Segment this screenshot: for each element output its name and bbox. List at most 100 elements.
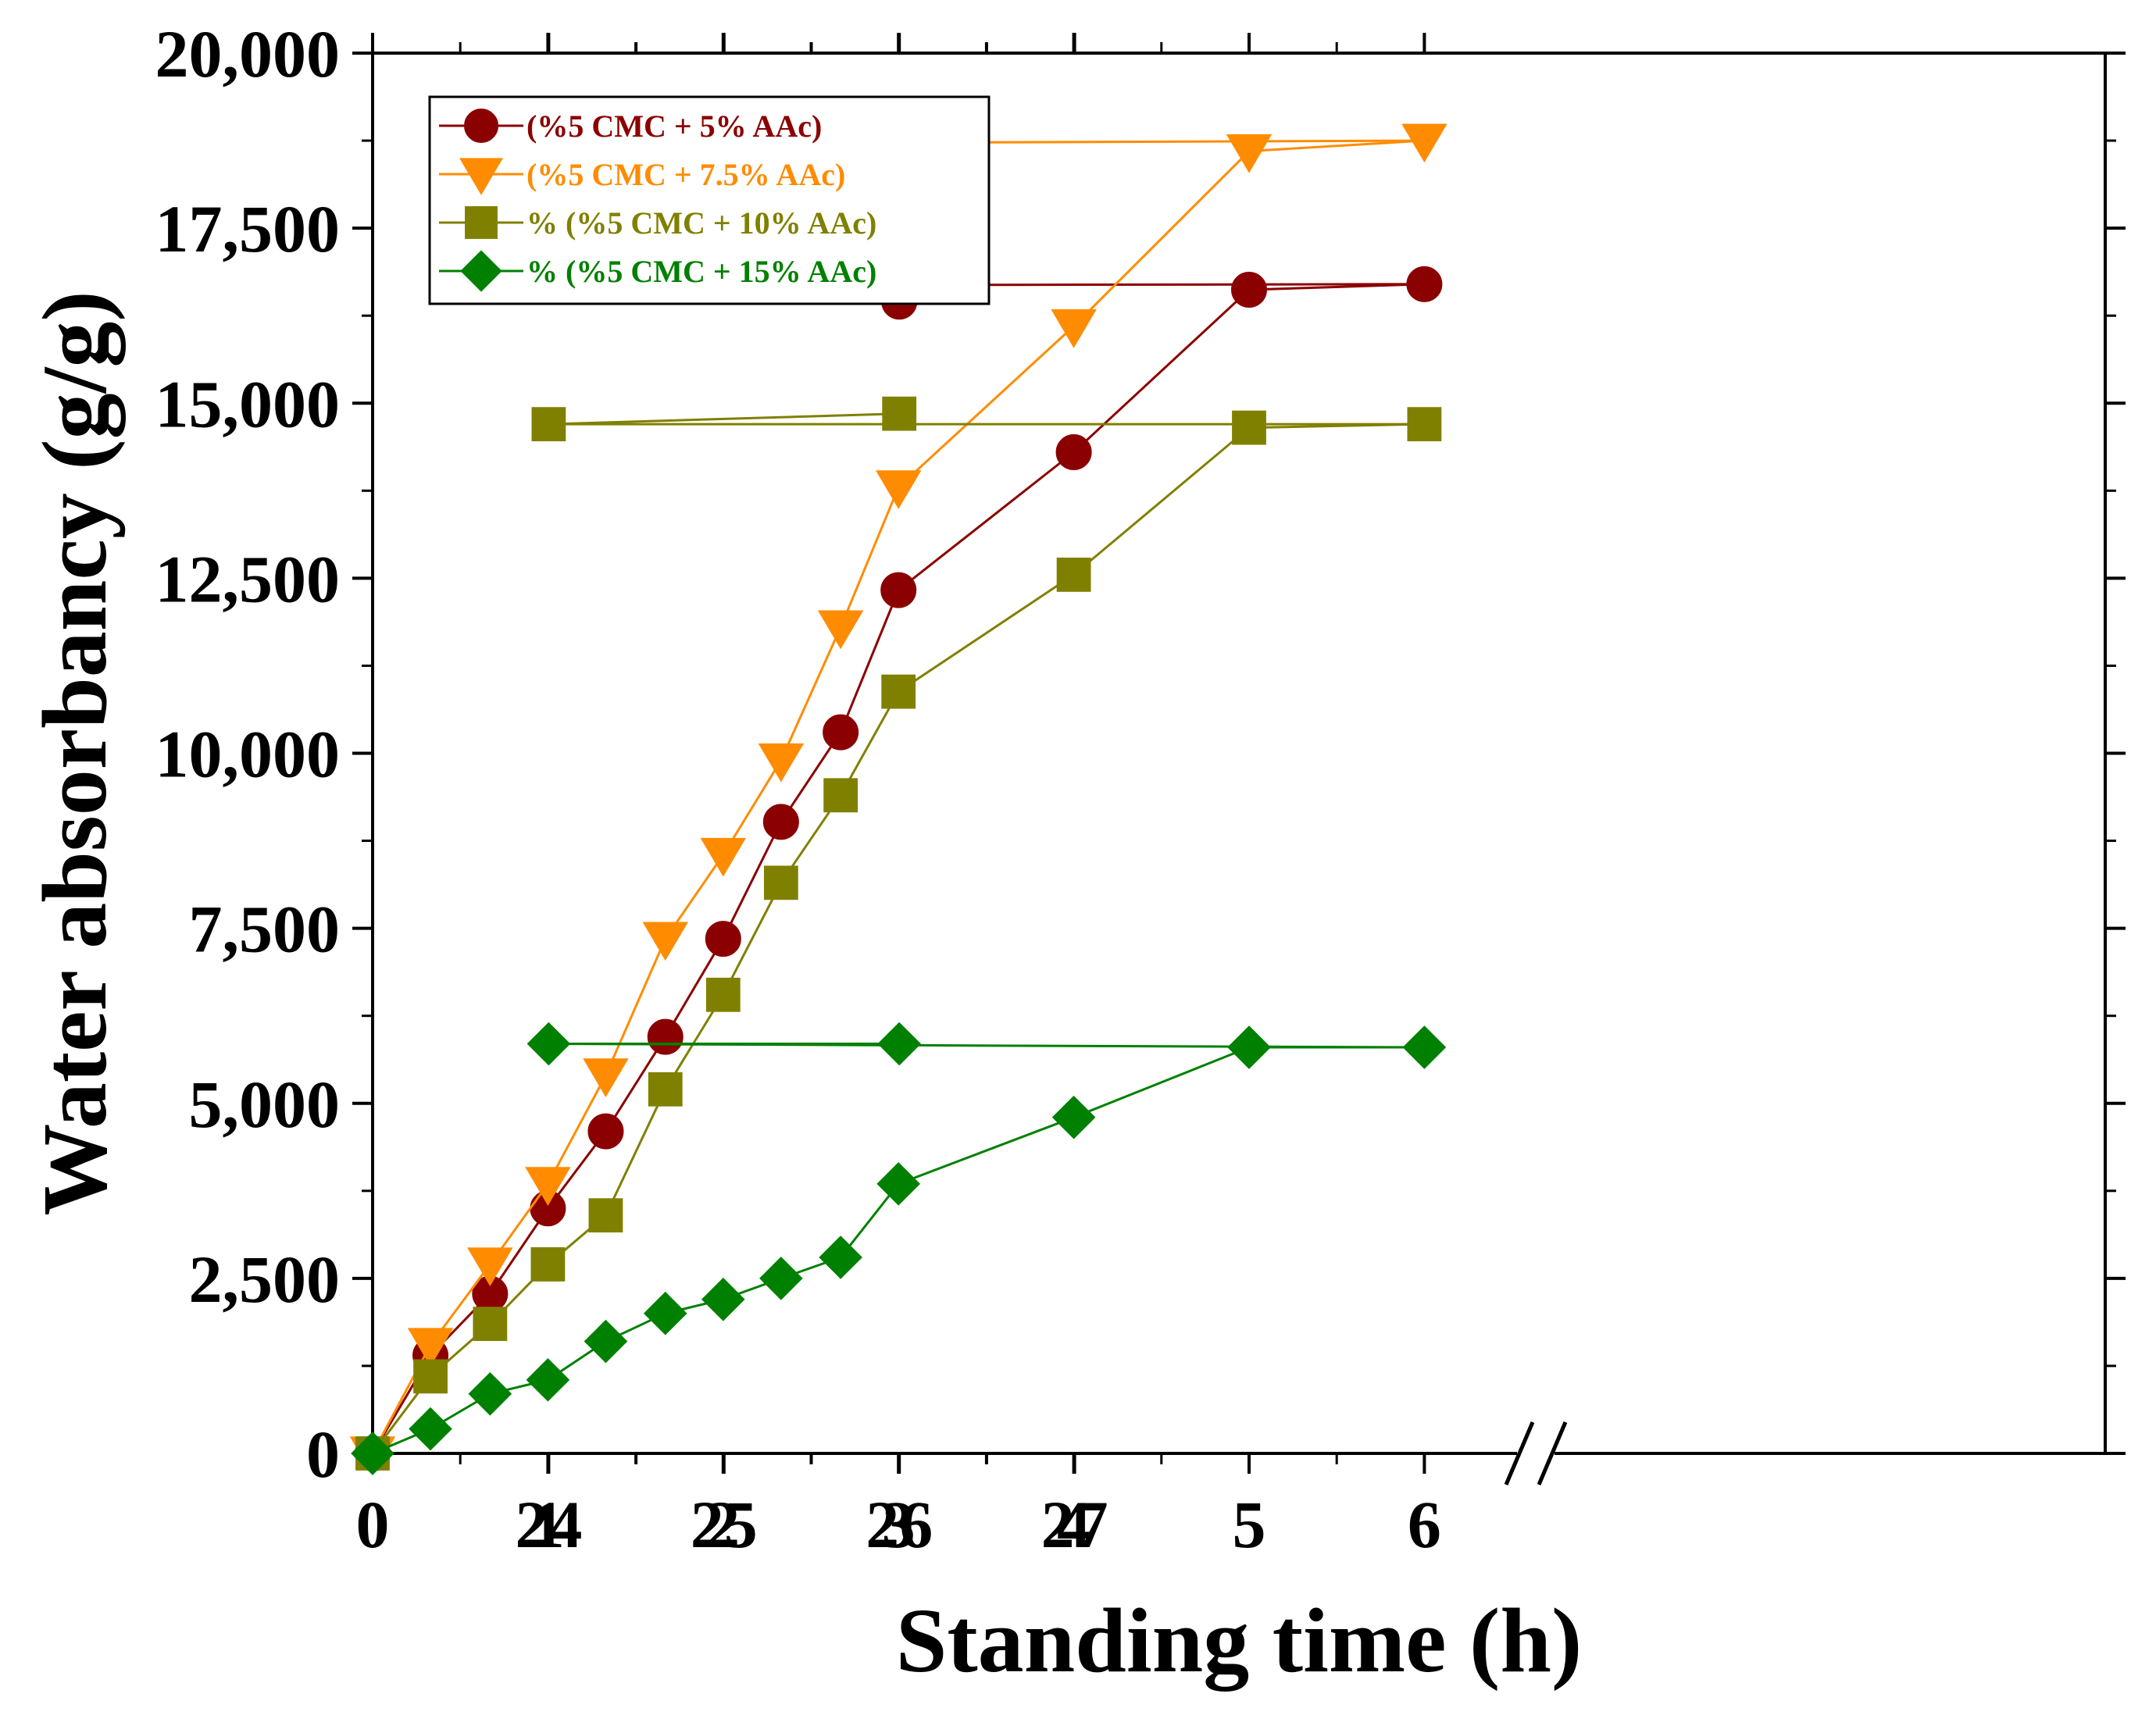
data-point [1401, 123, 1447, 163]
data-point [882, 396, 917, 431]
data-point [583, 1058, 629, 1097]
series-line-segment [898, 325, 1075, 488]
data-point [1055, 434, 1092, 471]
x-tick-label: 3 [882, 1487, 916, 1562]
data-point [473, 1307, 508, 1342]
data-point [1402, 1025, 1447, 1069]
data-point [584, 1319, 628, 1364]
y-tick-label: 12,500 [155, 541, 341, 616]
series-1 [355, 266, 1443, 1471]
data-point [468, 1371, 512, 1416]
x-tick-label: 0 [356, 1487, 390, 1562]
legend-marker [460, 250, 502, 292]
y-tick-label: 20,000 [155, 16, 341, 91]
data-point [823, 778, 858, 813]
series-line-segment [1073, 1046, 1250, 1119]
series-line-segment [839, 487, 900, 628]
data-point [1231, 272, 1267, 308]
axis-ticks: 0 2,500 5,000 7,500 10,000 12,500 15,000 17,500… [155, 16, 2126, 1562]
x-tick-label: 4 [1057, 1487, 1090, 1562]
data-point [1232, 410, 1266, 445]
data-point [409, 1407, 452, 1451]
legend-label: % (%5 CMC + 10% AAc) [527, 205, 876, 241]
series-line-segment [548, 412, 900, 426]
data-point [1227, 1025, 1271, 1069]
data-point [1226, 134, 1273, 173]
data-point [701, 1277, 745, 1321]
y-tick-label: 2,500 [189, 1242, 341, 1317]
y-tick-label: 7,500 [189, 892, 341, 967]
legend-entry: % (%5 CMC + 10% AAc) [439, 205, 876, 241]
data-series [349, 123, 1447, 1476]
legend-marker [465, 206, 498, 239]
data-point [1407, 407, 1442, 442]
y-tick-label: 5,000 [189, 1067, 341, 1142]
data-point [643, 1291, 687, 1335]
legend-marker [464, 109, 498, 143]
data-point [880, 572, 917, 608]
series-line-segment [839, 690, 900, 797]
data-point [758, 743, 805, 783]
legend-label: (%5 CMC + 7.5% AAc) [527, 157, 845, 192]
data-point [705, 977, 741, 1012]
series-line-segment [898, 1116, 1075, 1186]
series-4 [351, 1022, 1447, 1475]
x-tick-label: 25 [691, 1487, 758, 1562]
series-line-segment [1248, 139, 1425, 153]
x-tick-label: 1 [531, 1487, 565, 1562]
x-tick-label: 26 [866, 1487, 933, 1562]
data-point [1406, 266, 1443, 302]
legend-label: (%5 CMC + 5% AAc) [527, 109, 822, 144]
axis-break-slash [1504, 1421, 1535, 1485]
data-point [877, 1022, 922, 1066]
data-point [817, 610, 864, 650]
legend: (%5 CMC + 5% AAc) (%5 CMC + 7.5% AAc) % (%… [428, 95, 991, 305]
y-tick-label: 10,000 [155, 717, 341, 792]
y-tick-label: 17,500 [155, 191, 341, 266]
axis-break-slash [1537, 1421, 1568, 1485]
data-point [530, 1247, 566, 1282]
series-line-segment [547, 1075, 607, 1185]
data-point [413, 1359, 448, 1394]
series-line-segment [605, 1089, 667, 1216]
series-line-segment [1073, 288, 1251, 454]
legend-entry: % (%5 CMC + 15% AAc) [439, 250, 876, 292]
data-point [647, 1018, 684, 1055]
data-point [525, 1167, 571, 1206]
y-axis-title: Water absorbancy (g/g) [23, 291, 126, 1215]
series-2 [349, 123, 1447, 1476]
x-tick-label: 2 [706, 1487, 740, 1562]
data-point [819, 1236, 862, 1279]
data-point [587, 1113, 624, 1150]
data-point [526, 1358, 570, 1402]
data-point [531, 407, 566, 442]
series-line-segment [898, 573, 1075, 693]
series-line-segment [839, 1182, 900, 1258]
legend-entry: (%5 CMC + 5% AAc) [439, 109, 822, 144]
legend-label: % (%5 CMC + 15% AAc) [527, 254, 876, 289]
x-tick-label: 27 [1041, 1487, 1108, 1562]
data-point [1051, 1095, 1096, 1139]
data-point [642, 922, 688, 961]
data-point [1051, 309, 1097, 348]
data-point [588, 1198, 623, 1233]
x-tick-label: 6 [1408, 1487, 1441, 1562]
y-tick-label: 0 [306, 1417, 340, 1492]
data-point [467, 1247, 513, 1287]
data-point [407, 1328, 454, 1368]
legend-box [428, 95, 991, 305]
series-line-segment [722, 882, 783, 996]
data-point [876, 1162, 921, 1206]
legend-entry: (%5 CMC + 7.5% AAc) [439, 157, 845, 195]
data-point [823, 714, 859, 751]
series-line-segment [898, 451, 1075, 591]
series-line-segment [664, 938, 725, 1038]
series-line-segment [605, 938, 667, 1076]
data-point [762, 804, 799, 840]
series-line-segment [1073, 426, 1250, 576]
x-tick-label: 5 [1233, 1487, 1266, 1562]
series-line-segment [839, 590, 900, 733]
y-tick-label: 15,000 [155, 366, 341, 441]
data-point [763, 865, 798, 900]
